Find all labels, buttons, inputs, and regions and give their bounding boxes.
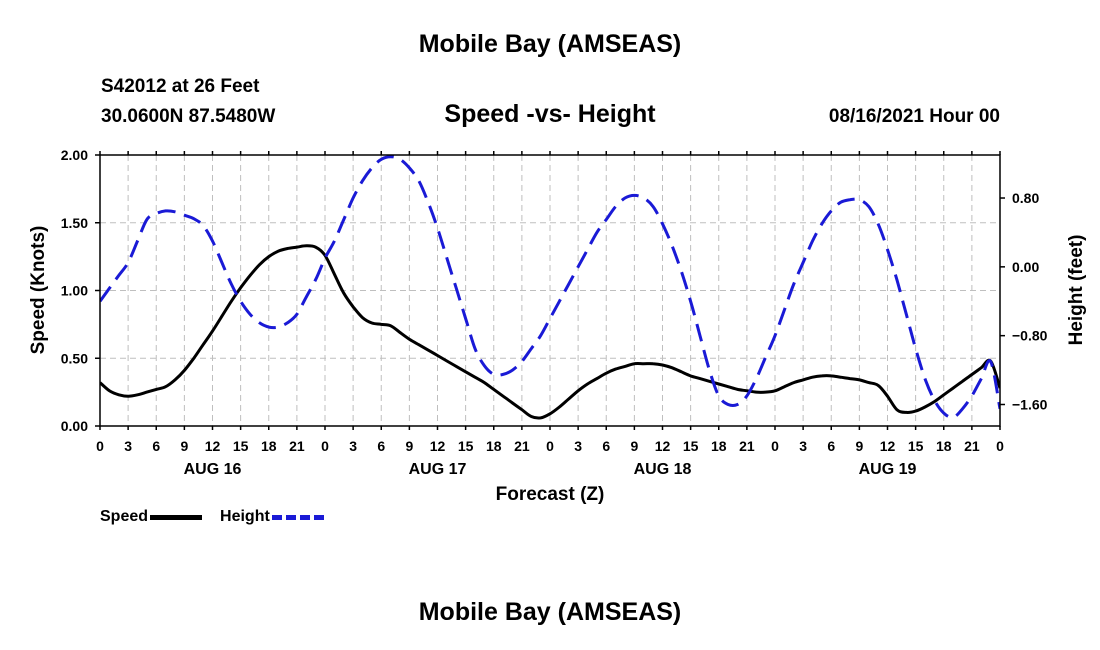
axes: 0 3 6 9 12 15 18 21 0 3 6 9 12 15 18 21 0 3 6 9 12 15 18 21 0 3 6 9… bbox=[61, 147, 1048, 478]
x-tick-label: 18 bbox=[261, 438, 277, 454]
x-tick-label: 18 bbox=[936, 438, 952, 454]
x-tick-label: 18 bbox=[486, 438, 502, 454]
x-tick-label: 3 bbox=[124, 438, 132, 454]
x-tick-label: 6 bbox=[152, 438, 160, 454]
coordinates-label: 30.0600N 87.5480W bbox=[101, 106, 276, 127]
x-tick-label: 9 bbox=[405, 438, 413, 454]
legend: Speed Height bbox=[100, 508, 342, 526]
x-tick-label: 6 bbox=[827, 438, 835, 454]
y-tick-label-right: −1.60 bbox=[1012, 396, 1048, 412]
x-tick-label: 21 bbox=[964, 438, 980, 454]
x-tick-label: 9 bbox=[855, 438, 863, 454]
x-tick-label: 0 bbox=[546, 438, 554, 454]
x-tick-label: 12 bbox=[205, 438, 221, 454]
x-tick-label: 15 bbox=[458, 438, 474, 454]
footer-title: Mobile Bay (AMSEAS) bbox=[418, 598, 682, 626]
x-tick-label: 0 bbox=[96, 438, 104, 454]
x-tick-label: 6 bbox=[602, 438, 610, 454]
x-tick-label: 6 bbox=[377, 438, 385, 454]
x-tick-label: 12 bbox=[430, 438, 446, 454]
x-tick-label: 15 bbox=[683, 438, 699, 454]
x-tick-label: 15 bbox=[233, 438, 249, 454]
series-line-height bbox=[100, 155, 1000, 420]
y-tick-label-left: 2.00 bbox=[61, 147, 88, 163]
y-tick-label-left: 0.50 bbox=[61, 350, 88, 366]
y-tick-label-right: 0.00 bbox=[1012, 259, 1039, 275]
y-tick-label-left: 1.00 bbox=[61, 283, 88, 299]
y-axis-right-label: Height (feet) bbox=[1066, 235, 1087, 346]
legend-item-height: Height bbox=[220, 508, 324, 526]
x-tick-label: 21 bbox=[289, 438, 305, 454]
series-line-speed bbox=[100, 244, 1000, 420]
station-label: S42012 at 26 Feet bbox=[101, 76, 260, 97]
x-tick-label: 0 bbox=[996, 438, 1004, 454]
x-tick-label: 9 bbox=[630, 438, 638, 454]
x-tick-label: 9 bbox=[180, 438, 188, 454]
x-tick-label: 18 bbox=[711, 438, 727, 454]
forecast-datetime: 08/16/2021 Hour 00 bbox=[828, 106, 1000, 127]
x-tick-label: 3 bbox=[799, 438, 807, 454]
x-tick-label: 12 bbox=[880, 438, 896, 454]
x-tick-label: 3 bbox=[574, 438, 582, 454]
x-tick-label: 0 bbox=[771, 438, 779, 454]
x-tick-label: 0 bbox=[321, 438, 329, 454]
x-day-label: AUG 18 bbox=[634, 461, 692, 478]
y-tick-label-right: −0.80 bbox=[1012, 328, 1048, 344]
x-tick-label: 21 bbox=[739, 438, 755, 454]
legend-height-label: Height bbox=[220, 508, 270, 525]
page-title: Mobile Bay (AMSEAS) bbox=[418, 30, 682, 58]
y-tick-label-left: 1.50 bbox=[61, 215, 88, 231]
x-tick-label: 15 bbox=[908, 438, 924, 454]
legend-height-swatch bbox=[271, 514, 324, 520]
x-tick-label: 12 bbox=[655, 438, 671, 454]
legend-speed-swatch bbox=[150, 514, 203, 520]
x-tick-label: 21 bbox=[514, 438, 530, 454]
legend-speed-label: Speed bbox=[100, 508, 149, 525]
y-axis-left-label: Speed (Knots) bbox=[28, 226, 49, 355]
legend-item-speed: Speed bbox=[100, 508, 203, 526]
x-axis-label: Forecast (Z) bbox=[496, 484, 605, 505]
x-day-label: AUG 16 bbox=[184, 461, 242, 478]
x-tick-label: 3 bbox=[349, 438, 357, 454]
series-layer bbox=[100, 155, 1000, 420]
x-day-label: AUG 19 bbox=[859, 461, 917, 478]
y-tick-label-right: 0.80 bbox=[1012, 190, 1039, 206]
x-day-label: AUG 17 bbox=[409, 461, 467, 478]
chart-title: Speed -vs- Height bbox=[444, 100, 656, 128]
y-tick-label-left: 0.00 bbox=[61, 418, 88, 434]
